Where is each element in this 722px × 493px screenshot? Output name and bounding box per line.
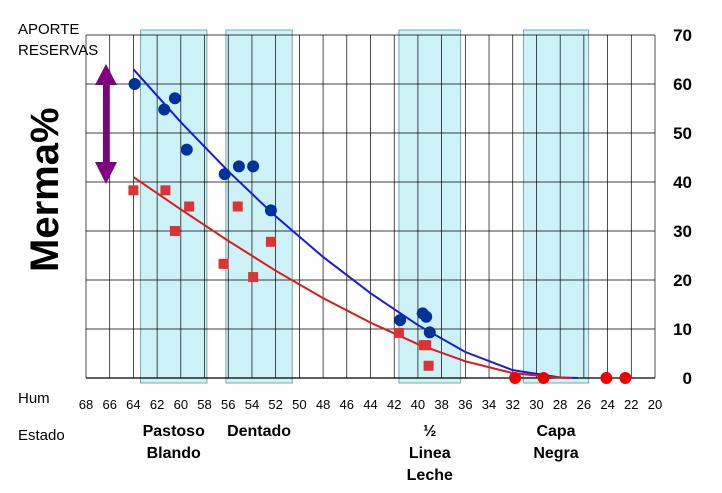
- stage-label-line: Linea: [409, 445, 451, 462]
- x-tick-label: 58: [197, 397, 211, 412]
- x-tick-label: 26: [577, 397, 591, 412]
- x-tick-label: 60: [174, 397, 188, 412]
- trend-line-0: [132, 68, 578, 379]
- y-tick-label: 60: [673, 75, 692, 94]
- x-tick-label: 46: [340, 397, 354, 412]
- x-tick-label: 42: [387, 397, 401, 412]
- x-tick-label: 22: [624, 397, 638, 412]
- x-tick-label: 66: [102, 397, 116, 412]
- annotation-reservas: RESERVAS: [18, 42, 98, 59]
- data-point-square: [421, 340, 432, 351]
- data-point-circle: [218, 168, 231, 181]
- x-tick-label: 28: [553, 397, 567, 412]
- y-tick-labels: 0 10 20 30 40 50 60 70: [673, 26, 692, 388]
- data-point-circle: [247, 160, 260, 173]
- hum-row-label: Hum: [18, 390, 50, 407]
- x-tick-label: 56: [221, 397, 235, 412]
- y-tick-label: 40: [673, 173, 692, 192]
- data-point-square: [423, 360, 434, 371]
- data-point-circle: [537, 372, 550, 384]
- stage-bands: [140, 29, 590, 384]
- stage-label-line: Pastoso: [143, 423, 205, 440]
- trend-lines: [132, 68, 578, 379]
- stage-label-line: Leche: [407, 467, 453, 484]
- stage-band-3: [522, 29, 590, 384]
- x-tick-label: 20: [648, 397, 662, 412]
- stage-label-line: Dentado: [227, 423, 291, 440]
- trend-line-1: [132, 176, 573, 379]
- data-point-square: [160, 185, 171, 196]
- x-tick-label: 30: [529, 397, 543, 412]
- data-point-square: [248, 272, 259, 283]
- x-tick-label: 48: [316, 397, 330, 412]
- x-tick-label: 44: [363, 397, 377, 412]
- data-point-square: [218, 258, 229, 269]
- x-tick-label: 24: [600, 397, 614, 412]
- y-axis-label: Merma%: [23, 107, 67, 272]
- y-tick-label: 20: [673, 271, 692, 290]
- annotation-aporte: APORTE: [18, 21, 79, 38]
- data-point-circle: [158, 103, 171, 116]
- x-tick-label: 64: [126, 397, 140, 412]
- stage-label-line: Blando: [147, 445, 201, 462]
- data-point-circle: [423, 326, 436, 339]
- x-tick-label: 54: [245, 397, 259, 412]
- stage-band-0: [140, 29, 208, 384]
- stage-label-line: ½: [423, 423, 436, 440]
- y-tick-label: 0: [683, 369, 692, 388]
- x-tick-label: 34: [482, 397, 496, 412]
- stage-label-line: Negra: [533, 445, 578, 462]
- data-point-square: [128, 185, 139, 196]
- data-point-circle: [394, 314, 407, 327]
- data-point-circle: [168, 92, 181, 105]
- x-tick-label: 68: [79, 397, 93, 412]
- data-point-square: [184, 201, 195, 212]
- double-arrow-icon: [95, 64, 117, 184]
- data-point-circle: [264, 204, 277, 217]
- grid-lines: [85, 34, 656, 378]
- x-tick-label: 50: [292, 397, 306, 412]
- data-point-square: [232, 201, 243, 212]
- x-tick-label: 52: [268, 397, 282, 412]
- data-point-square: [265, 236, 276, 247]
- data-point-square: [169, 226, 180, 236]
- stage-labels: Pastoso Blando Dentado ½ Linea Leche Capa Negra: [143, 423, 579, 484]
- data-point-circle: [128, 78, 141, 90]
- x-tick-label: 40: [411, 397, 425, 412]
- x-tick-labels: 68 66 64 62 60 58 56 54 52 50 48 46 44 42 40 38 36 34 32 30…: [79, 397, 662, 412]
- stage-band-2: [398, 29, 462, 384]
- y-tick-label: 30: [673, 222, 692, 241]
- data-point-square: [393, 327, 404, 338]
- y-tick-label: 10: [673, 320, 692, 339]
- data-point-circle: [619, 372, 632, 384]
- data-point-circle: [420, 310, 433, 323]
- stage-label-line: Capa: [536, 423, 575, 440]
- data-point-circle: [509, 372, 522, 384]
- x-tick-label: 36: [458, 397, 472, 412]
- estado-row-label: Estado: [18, 427, 65, 444]
- data-points: [128, 78, 632, 384]
- data-point-circle: [180, 143, 193, 156]
- data-point-circle: [600, 372, 613, 384]
- x-tick-label: 38: [434, 397, 448, 412]
- x-tick-label: 32: [506, 397, 520, 412]
- y-tick-label: 50: [673, 124, 692, 143]
- y-tick-label: 70: [673, 26, 692, 45]
- x-tick-label: 62: [150, 397, 164, 412]
- data-point-circle: [232, 160, 245, 173]
